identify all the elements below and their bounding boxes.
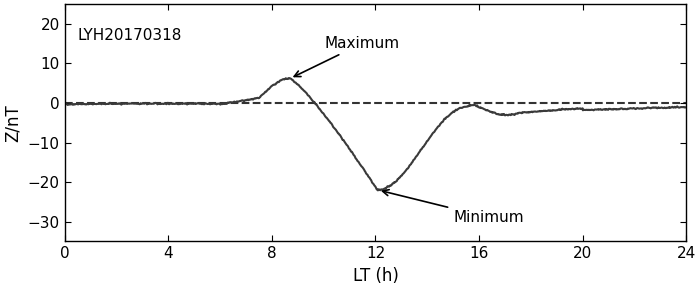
X-axis label: LT (h): LT (h)	[353, 267, 398, 285]
Text: Maximum: Maximum	[294, 36, 400, 77]
Text: Minimum: Minimum	[383, 190, 524, 225]
Text: LYH20170318: LYH20170318	[78, 28, 182, 43]
Y-axis label: Z/nT: Z/nT	[4, 104, 22, 142]
